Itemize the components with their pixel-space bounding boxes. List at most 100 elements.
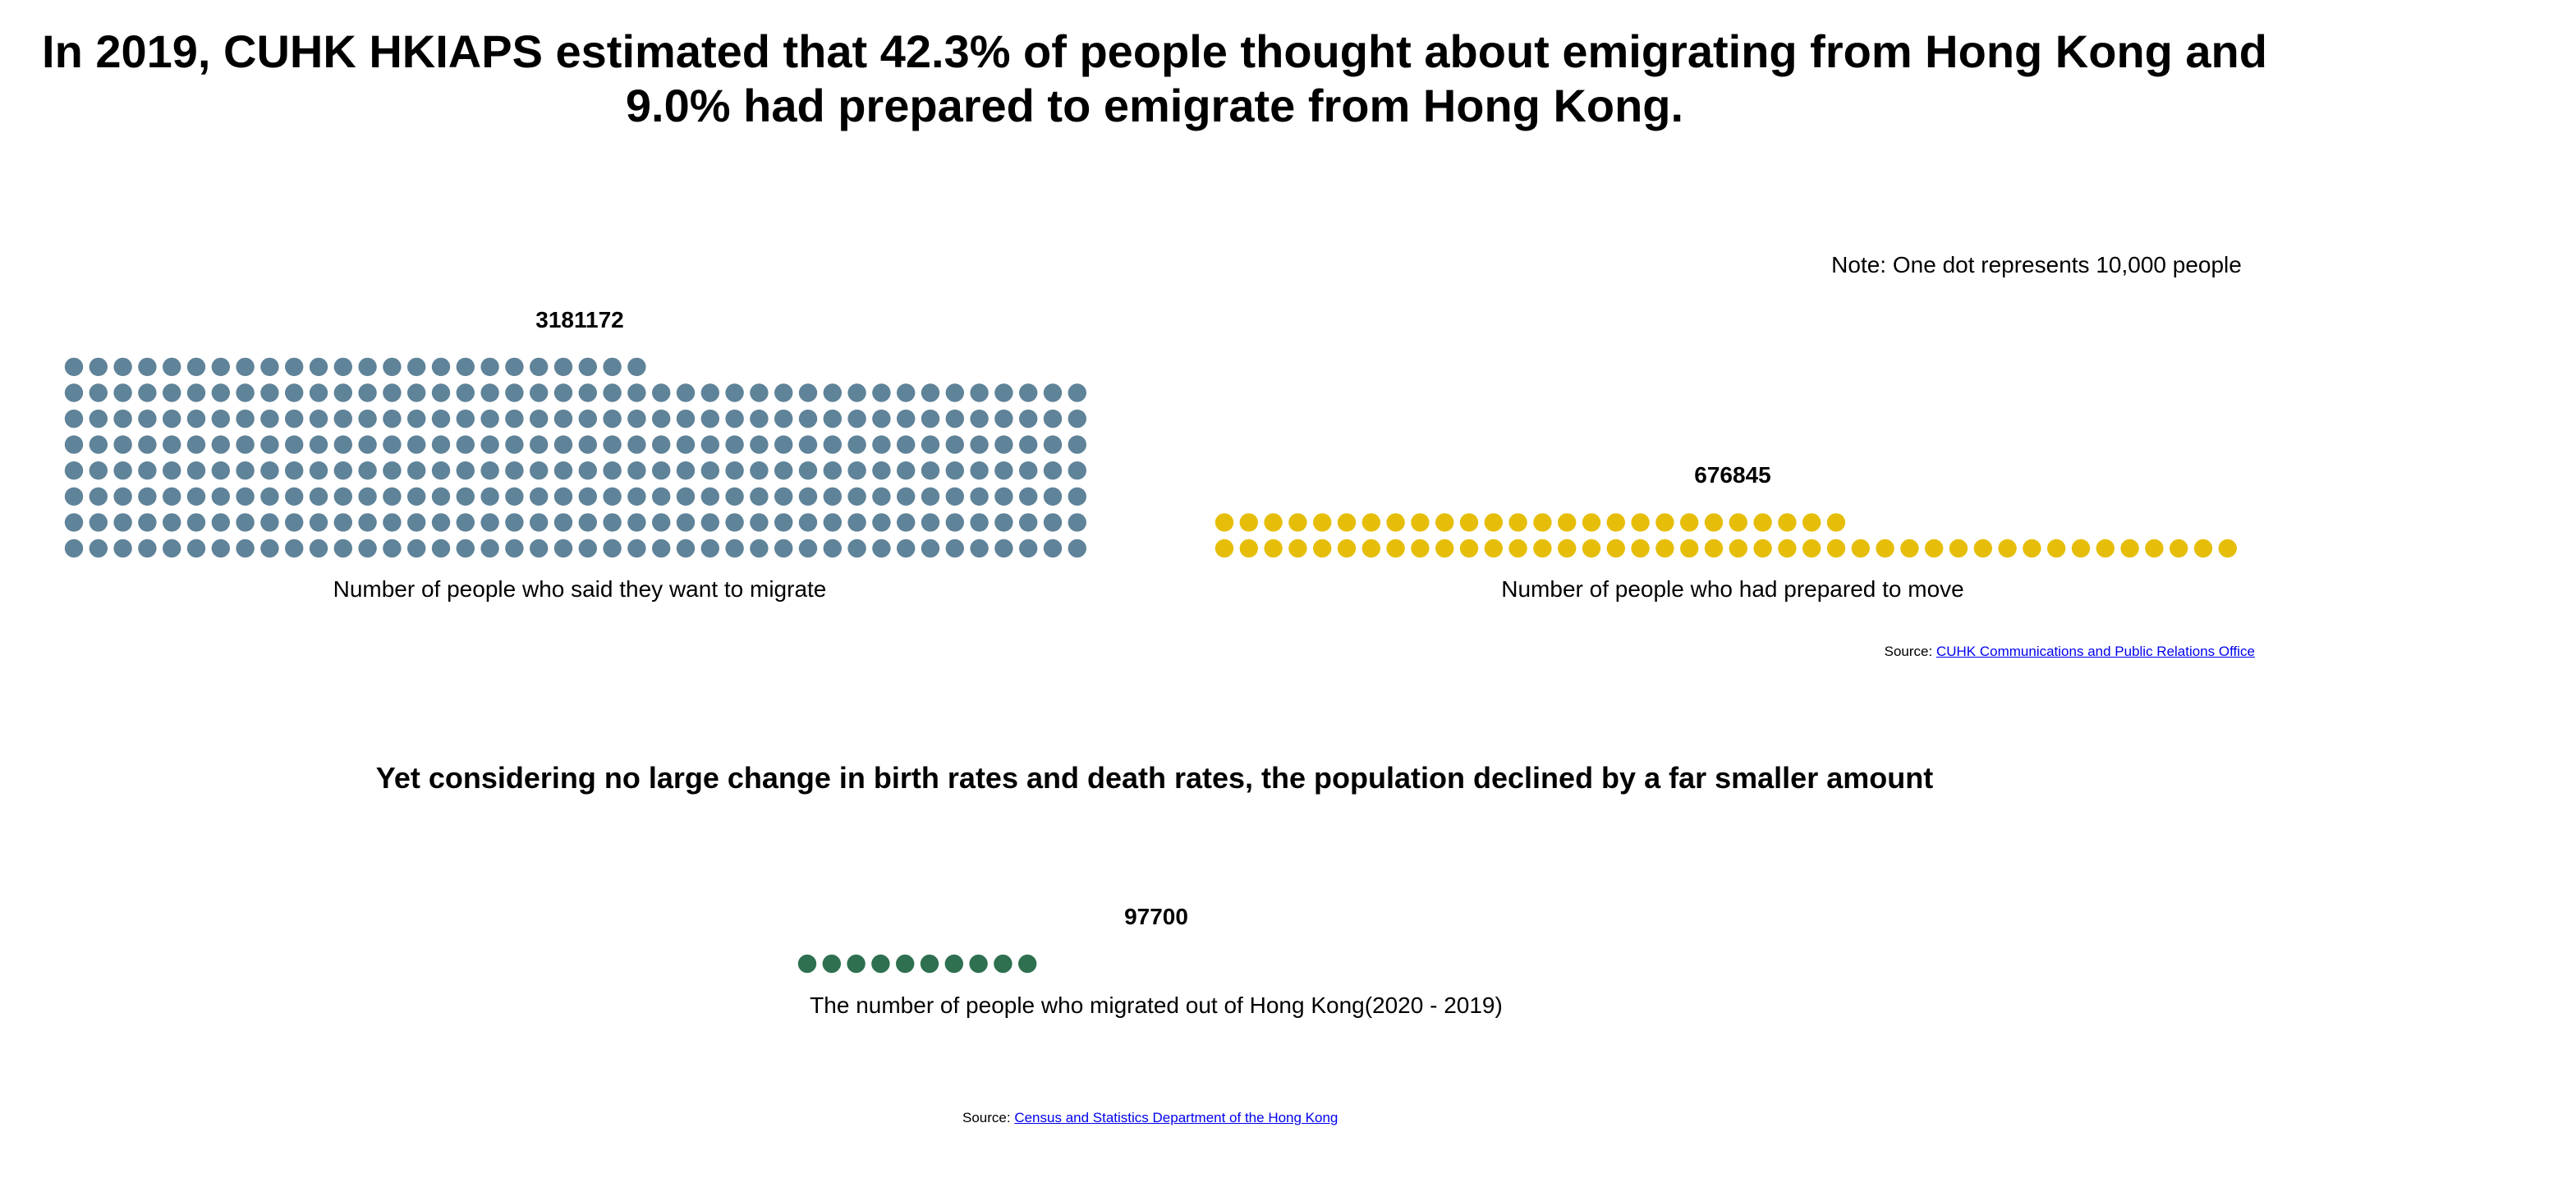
- waffle-dot: [309, 513, 328, 532]
- waffle-dot: [603, 409, 622, 429]
- waffle-dot: [627, 539, 646, 558]
- waffle-dot: [1019, 383, 1038, 402]
- waffle-dot: [798, 435, 818, 454]
- waffle-dot: [1068, 513, 1087, 532]
- waffle-dot: [725, 487, 744, 506]
- waffle-dot: [431, 435, 451, 454]
- waffle-dot: [872, 539, 891, 558]
- waffle-dot: [211, 539, 230, 558]
- waffle-chart-3: 97700 The number of people who migrated o…: [797, 904, 1503, 1018]
- waffle-dot: [676, 487, 696, 506]
- waffle-dot: [578, 357, 597, 377]
- waffle-dot: [1435, 513, 1454, 532]
- waffle-dot: [774, 461, 793, 480]
- source-link-cuhk[interactable]: CUHK Communications and Public Relations…: [1935, 644, 2255, 659]
- waffle-dot: [480, 435, 499, 454]
- waffle-dot: [1239, 539, 1259, 558]
- dot-unit-note: Note: One dot represents 10,000 people: [1831, 252, 2242, 277]
- waffle-dot: [480, 383, 499, 402]
- waffle-dot: [505, 409, 524, 429]
- waffle-dot: [64, 539, 84, 558]
- waffle-dot: [163, 461, 181, 480]
- waffle-dot: [1459, 539, 1479, 558]
- waffle-dot: [872, 435, 891, 454]
- waffle-dot: [750, 383, 769, 402]
- waffle-dot: [383, 539, 402, 558]
- waffle-dot: [333, 357, 352, 377]
- waffle-dot: [1361, 513, 1381, 532]
- waffle-dot: [750, 513, 769, 532]
- waffle-dot: [970, 513, 989, 532]
- waffle-dot: [676, 539, 696, 558]
- waffle-dot: [1043, 539, 1063, 558]
- waffle-dot: [921, 383, 940, 402]
- waffle-dot: [1068, 435, 1087, 454]
- section-subtitle: Yet considering no large change in birth…: [375, 761, 1934, 795]
- waffle-dot: [407, 487, 426, 506]
- waffle-dot: [897, 513, 916, 532]
- waffle-dot: [1704, 513, 1724, 532]
- waffle-dot: [64, 487, 84, 506]
- waffle-dot: [64, 513, 84, 532]
- waffle-dot: [1582, 539, 1601, 558]
- waffle-dot: [358, 435, 377, 454]
- waffle-dot: [847, 487, 866, 506]
- waffle-dot: [1704, 539, 1724, 558]
- waffle-dot: [1925, 539, 1944, 558]
- waffle-dot: [994, 487, 1013, 506]
- waffle-dot: [822, 954, 841, 974]
- waffle-dot: [431, 409, 451, 429]
- waffle-dot: [700, 461, 719, 480]
- waffle-dot: [236, 487, 255, 506]
- waffle-dot: [138, 487, 157, 506]
- waffle-dot: [945, 461, 965, 480]
- waffle-dot: [798, 487, 818, 506]
- waffle-dot: [89, 409, 108, 429]
- waffle-dot: [358, 539, 377, 558]
- waffle-dot: [113, 539, 132, 558]
- waffle-dot: [1655, 539, 1674, 558]
- source-link-census[interactable]: Census and Statistics Department of the …: [1014, 1110, 1339, 1125]
- waffle-dot: [456, 357, 475, 377]
- waffle-dot: [163, 409, 181, 429]
- waffle-dot: [285, 435, 304, 454]
- waffle-dot: [407, 409, 426, 429]
- waffle-dot: [211, 383, 230, 402]
- waffle-dot: [970, 461, 989, 480]
- waffle-dot: [725, 461, 744, 480]
- waffle-dot: [823, 513, 842, 532]
- waffle-dot: [1019, 513, 1038, 532]
- waffle-dot: [1778, 513, 1797, 532]
- waffle-dot: [2096, 539, 2115, 558]
- waffle-dot: [798, 461, 818, 480]
- waffle-dot: [1386, 513, 1405, 532]
- waffle-dot: [1043, 409, 1063, 429]
- waffle-dot: [383, 435, 402, 454]
- waffle-dot: [750, 487, 769, 506]
- waffle-dot: [211, 435, 230, 454]
- waffle-dot: [236, 461, 255, 480]
- waffle-dot: [994, 435, 1013, 454]
- waffle-dot: [260, 539, 279, 558]
- waffle-dot: [505, 539, 524, 558]
- waffle-dot: [1484, 513, 1504, 532]
- waffle-dot: [64, 357, 84, 377]
- waffle-dot: [872, 513, 891, 532]
- waffle-dot: [407, 539, 426, 558]
- waffle-dot: [725, 435, 744, 454]
- waffle-dot: [897, 461, 916, 480]
- waffle-dot: [994, 539, 1013, 558]
- waffle-dot: [847, 435, 866, 454]
- waffle-dot: [1729, 539, 1747, 558]
- waffle-dot: [211, 409, 230, 429]
- waffle-dot: [1826, 513, 1846, 532]
- waffle-dot: [553, 539, 573, 558]
- waffle-dot: [505, 461, 524, 480]
- waffle-dot: [1313, 539, 1332, 558]
- waffle-dot: [578, 409, 597, 429]
- waffle-dot: [211, 487, 230, 506]
- waffle-dot: [505, 357, 524, 377]
- waffle-dot: [260, 435, 279, 454]
- waffle-dot: [113, 357, 132, 377]
- waffle-dot: [89, 513, 108, 532]
